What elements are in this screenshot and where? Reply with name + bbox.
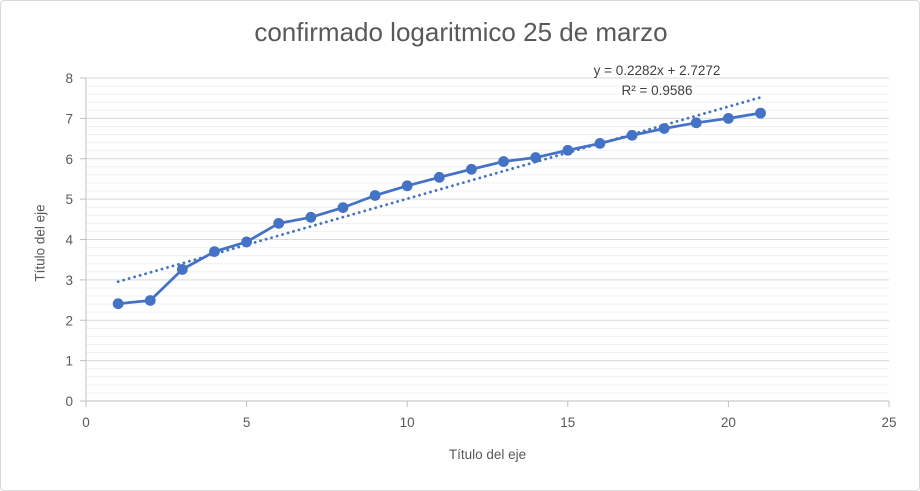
data-point-marker — [337, 202, 349, 214]
data-point-marker — [723, 112, 734, 124]
data-point-marker — [466, 163, 477, 175]
data-point-marker — [626, 129, 638, 141]
y-tick-label: 2 — [65, 313, 73, 328]
data-point-marker — [755, 107, 766, 119]
y-tick-label: 3 — [65, 273, 73, 288]
x-tick-label: 10 — [400, 415, 415, 430]
data-point-marker — [112, 298, 124, 310]
data-point-marker — [690, 117, 702, 129]
y-tick-label: 4 — [65, 233, 73, 248]
y-tick-label: 1 — [65, 354, 73, 369]
y-tick-label: 6 — [65, 152, 73, 167]
y-tick-label: 8 — [65, 71, 73, 86]
data-point-marker — [498, 156, 509, 167]
data-point-marker — [273, 217, 285, 229]
chart-title: confirmado logaritmico 25 de marzo — [254, 17, 668, 47]
trendline-dotted — [116, 96, 762, 284]
x-tick-label: 20 — [721, 415, 736, 430]
trendline-equation: y = 0.2282x + 2.7272 — [593, 63, 721, 78]
x-tick-label: 5 — [243, 415, 251, 430]
y-tick-label: 0 — [65, 394, 73, 409]
data-point-marker — [530, 152, 542, 163]
trendline-r-squared: R² = 0.9586 — [621, 83, 693, 98]
y-tick-label: 7 — [65, 111, 73, 126]
trendline-equation-block: y = 0.2282x + 2.7272 R² = 0.9586 — [557, 61, 757, 101]
data-point-marker — [305, 211, 317, 223]
y-tick-label: 5 — [65, 192, 73, 207]
x-tick-label: 0 — [82, 415, 90, 430]
data-point-marker — [144, 295, 156, 306]
data-point-marker — [176, 263, 188, 275]
data-point-marker — [401, 180, 413, 192]
x-axis-title: Título del eje — [448, 447, 527, 462]
x-tick-label: 25 — [881, 415, 896, 430]
data-point-marker — [433, 171, 445, 183]
data-point-marker — [369, 190, 381, 201]
series-line — [116, 111, 762, 306]
x-tick-label: 15 — [560, 415, 575, 430]
data-point-marker — [562, 144, 574, 156]
y-axis-title: Título del eje — [32, 204, 48, 282]
